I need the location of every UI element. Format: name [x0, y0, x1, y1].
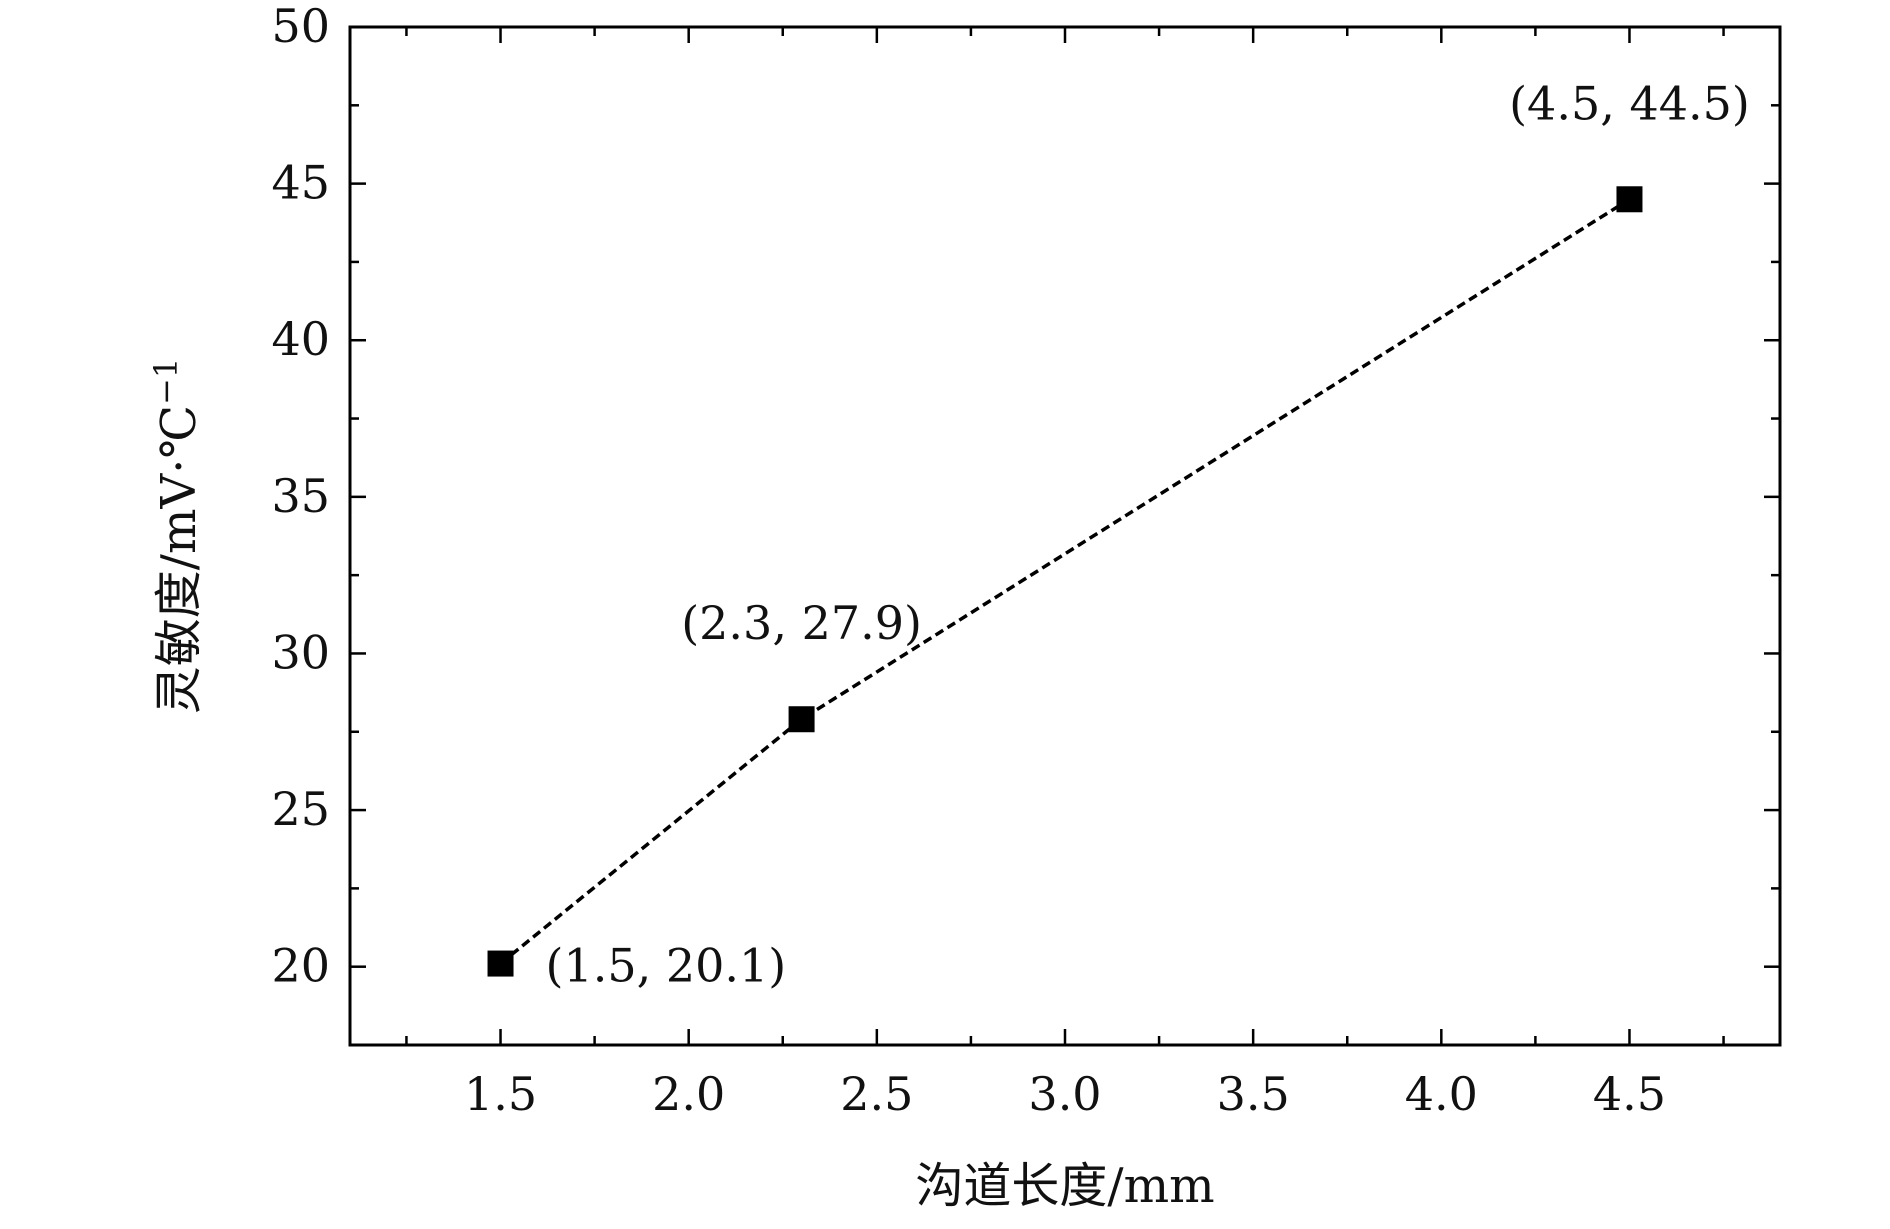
data-point-label: (4.5, 44.5) — [1509, 76, 1750, 130]
y-tick-label: 20 — [271, 939, 330, 993]
y-axis-label: 灵敏度/mV·℃−1 — [147, 358, 207, 714]
x-axis-label: 沟道长度/mm — [915, 1158, 1214, 1214]
series-line — [499, 197, 1631, 965]
y-axis-label-superscript: −1 — [147, 358, 185, 405]
y-tick-label: 35 — [271, 469, 330, 523]
y-axis-label-main: 灵敏度/mV·℃ — [151, 405, 207, 714]
series-line-group — [499, 197, 1631, 965]
y-tick-label: 30 — [271, 625, 330, 679]
data-point-label: (1.5, 20.1) — [546, 939, 787, 993]
x-tick-label: 1.5 — [464, 1067, 537, 1121]
x-tick-label: 4.0 — [1405, 1067, 1478, 1121]
x-axis-ticks: 1.5 2.0 2.5 3.0 3.5 4.0 4.5 — [405, 27, 1725, 1121]
y-tick-label: 40 — [271, 312, 330, 366]
data-markers — [487, 186, 1643, 977]
y-tick-label: 50 — [271, 0, 330, 53]
x-tick-label: 2.0 — [652, 1067, 725, 1121]
y-tick-label: 45 — [271, 156, 330, 210]
y-tick-label: 25 — [271, 782, 330, 836]
x-tick-label: 2.5 — [840, 1067, 913, 1121]
data-point — [487, 950, 514, 977]
plot-frame — [348, 25, 1782, 1047]
data-point-label: (2.3, 27.9) — [681, 596, 922, 650]
data-point — [1616, 186, 1643, 213]
y-axis-ticks: 20 25 30 35 40 45 50 — [271, 0, 1780, 1047]
data-labels: (1.5, 20.1) (2.3, 27.9) (4.5, 44.5) — [546, 76, 1750, 992]
x-tick-label: 3.0 — [1028, 1067, 1101, 1121]
x-tick-label: 3.5 — [1217, 1067, 1290, 1121]
data-point — [788, 706, 815, 733]
x-tick-label: 4.5 — [1593, 1067, 1666, 1121]
